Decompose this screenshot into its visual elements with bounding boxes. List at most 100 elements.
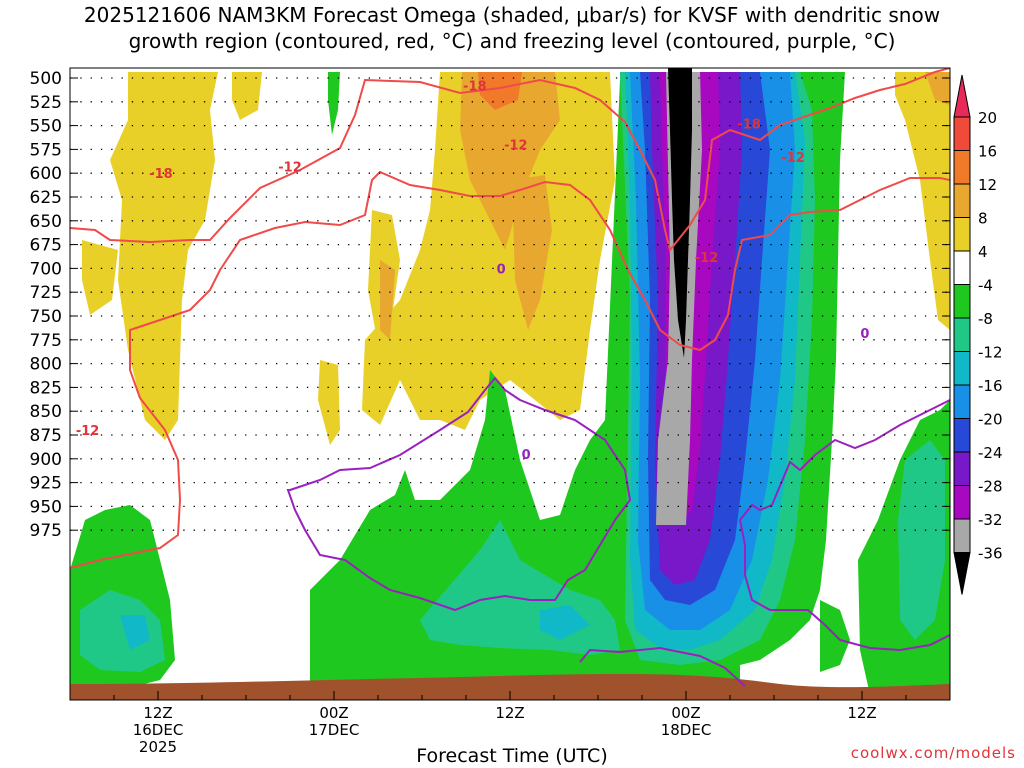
contour-label: -12 bbox=[504, 139, 528, 154]
colorbar-label: -28 bbox=[978, 478, 1003, 496]
y-tick-label: 975 bbox=[30, 521, 62, 541]
y-tick-label: 750 bbox=[30, 307, 62, 327]
credit-text: coolwx.com/models bbox=[850, 744, 1016, 762]
omega-positive-region bbox=[82, 240, 118, 315]
x-tick-label: 00Z bbox=[319, 704, 348, 722]
x-tick-label: 2025 bbox=[139, 738, 177, 756]
contour-label: -18 bbox=[149, 167, 173, 182]
y-tick-label: 625 bbox=[30, 188, 62, 208]
x-axis-label: Forecast Time (UTC) bbox=[416, 745, 608, 767]
y-tick-label: 900 bbox=[30, 450, 62, 470]
colorbar-label: 8 bbox=[978, 210, 988, 228]
colorbar-label: 20 bbox=[978, 109, 997, 127]
contour-label-layer: -18 -12 -18 -12 -18 -12 -12 -12 0 0 0 bbox=[76, 80, 870, 463]
y-tick-label: 550 bbox=[30, 117, 62, 137]
omega-positive-region bbox=[362, 72, 615, 430]
y-tick-label: 850 bbox=[30, 402, 62, 422]
colorbar-label: 4 bbox=[978, 243, 988, 261]
y-tick-label: 875 bbox=[30, 426, 62, 446]
contour-label: -12 bbox=[695, 251, 719, 266]
omega-positive-region bbox=[110, 72, 218, 440]
contour-label: -12 bbox=[781, 151, 805, 166]
y-tick-label: 700 bbox=[30, 259, 62, 279]
colorbar-segment bbox=[953, 418, 971, 453]
colorbar-segment bbox=[953, 485, 971, 520]
colorbar-triangle-bottom bbox=[953, 552, 971, 595]
colorbar: 20 16 12 8 4 -4 -8 -12 -16 -20 -24 -28 -32 -36 bbox=[953, 74, 1003, 595]
contour-label: 0 bbox=[497, 262, 506, 277]
omega-positive-region bbox=[512, 175, 552, 330]
colorbar-label: 12 bbox=[978, 176, 997, 194]
omega-positive-region bbox=[460, 72, 560, 250]
y-tick-label: 650 bbox=[30, 212, 62, 232]
x-tick-label: 18DEC bbox=[661, 721, 712, 739]
omega-positive-region bbox=[318, 360, 340, 445]
colorbar-segment bbox=[953, 183, 971, 218]
contour-label: 0 bbox=[522, 448, 531, 463]
terrain-surface bbox=[70, 674, 950, 700]
colorbar-label: -12 bbox=[978, 344, 1003, 362]
omega-positive-region bbox=[895, 72, 950, 330]
omega-negative-region bbox=[80, 590, 165, 672]
y-tick-label: 525 bbox=[30, 93, 62, 113]
colorbar-segment bbox=[953, 284, 971, 319]
x-tick-label: 12Z bbox=[495, 704, 524, 722]
colorbar-segment bbox=[953, 217, 971, 252]
y-tick-label: 575 bbox=[30, 140, 62, 160]
y-tick-label: 775 bbox=[30, 331, 62, 351]
y-tick-label: 825 bbox=[30, 378, 62, 398]
omega-positive-region bbox=[925, 72, 950, 105]
colorbar-segment bbox=[953, 518, 971, 553]
y-tick-label: 500 bbox=[30, 69, 62, 89]
colorbar-label: -20 bbox=[978, 411, 1003, 429]
colorbar-segment bbox=[953, 351, 971, 386]
y-tick-label: 675 bbox=[30, 236, 62, 256]
contour-label: -18 bbox=[737, 118, 761, 133]
colorbar-label: -4 bbox=[978, 277, 993, 295]
contour-label: -18 bbox=[463, 80, 487, 95]
colorbar-label: -36 bbox=[978, 545, 1003, 563]
x-tick-label: 12Z bbox=[143, 704, 172, 722]
y-tick-label: 925 bbox=[30, 474, 62, 494]
colorbar-segment bbox=[953, 317, 971, 352]
omega-negative-region bbox=[310, 80, 640, 695]
y-tick-label: 950 bbox=[30, 497, 62, 517]
chart-title-line-1: 2025121606 NAM3KM Forecast Omega (shaded… bbox=[83, 3, 941, 27]
x-tick-label: 12Z bbox=[847, 704, 876, 722]
omega-positive-region bbox=[232, 72, 262, 120]
y-tick-label: 800 bbox=[30, 355, 62, 375]
omega-negative-region bbox=[328, 72, 340, 135]
chart-title-line-2: growth region (contoured, red, °C) and f… bbox=[128, 29, 896, 53]
colorbar-segment bbox=[953, 150, 971, 185]
colorbar-segment bbox=[953, 116, 971, 151]
colorbar-label: -32 bbox=[978, 511, 1003, 529]
freezing-level-contours bbox=[286, 376, 950, 687]
x-tick-label: 16DEC bbox=[133, 721, 184, 739]
omega-negative-region bbox=[668, 68, 692, 358]
colorbar-segment bbox=[953, 451, 971, 486]
colorbar-label: -8 bbox=[978, 310, 993, 328]
colorbar-triangle-top bbox=[953, 74, 971, 118]
colorbar-label: -16 bbox=[978, 377, 1003, 395]
y-tick-label: 725 bbox=[30, 283, 62, 303]
omega-negative-region bbox=[540, 605, 590, 640]
colorbar-segment bbox=[953, 384, 971, 419]
contour-label: 0 bbox=[860, 327, 869, 342]
omega-negative-region bbox=[120, 615, 150, 650]
omega-positive-region bbox=[478, 72, 522, 110]
y-axis: 500 525 550 575 600 625 650 675 700 725 750 775 800 8… bbox=[30, 69, 950, 541]
omega-negative-region bbox=[898, 440, 945, 640]
contour-label: -12 bbox=[76, 424, 100, 439]
colorbar-label: 16 bbox=[978, 143, 997, 161]
y-tick-label: 600 bbox=[30, 164, 62, 184]
omega-positive-region bbox=[380, 260, 395, 340]
x-tick-label: 17DEC bbox=[309, 721, 360, 739]
colorbar-label: -24 bbox=[978, 444, 1003, 462]
colorbar-segment bbox=[953, 250, 971, 285]
dendritic-contours bbox=[70, 68, 950, 569]
omega-negative-region bbox=[875, 540, 892, 600]
contour-label: -12 bbox=[278, 161, 302, 176]
x-tick-label: 00Z bbox=[671, 704, 700, 722]
